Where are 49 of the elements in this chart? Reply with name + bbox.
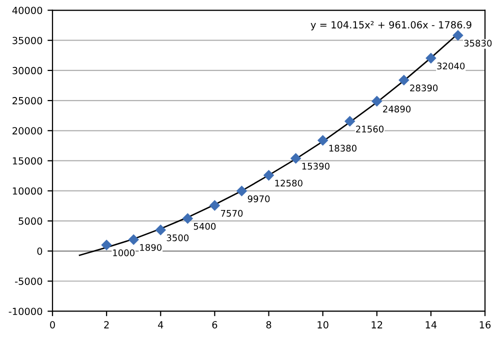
point	[128, 234, 139, 245]
data-label: 9970	[248, 195, 270, 202]
data-label: 7570	[220, 210, 243, 217]
data-label: 28390	[410, 84, 438, 92]
point	[182, 213, 193, 224]
point	[236, 186, 247, 196]
data-label: 24890	[383, 106, 411, 112]
y-tick-label: 15000	[12, 157, 42, 165]
point	[426, 53, 436, 64]
y-tick-label: 5000	[18, 217, 42, 225]
x-tick-label: 12	[372, 321, 382, 328]
point	[398, 75, 410, 86]
point	[372, 96, 382, 106]
data-label: 1000	[113, 249, 134, 256]
x-tick-label: 8	[266, 321, 272, 328]
data-label: 35830	[464, 40, 492, 47]
data-label: 1890	[140, 244, 162, 251]
x-tick-label: 4	[158, 321, 164, 328]
x-tick-label: 16	[480, 321, 491, 328]
x-tick-label: 2	[104, 321, 109, 328]
x-tick-label: 14	[426, 321, 437, 328]
y-tick-label: 40000	[12, 6, 42, 14]
point	[344, 116, 355, 126]
x-tick-label: 0	[50, 321, 55, 328]
point	[290, 153, 301, 164]
data-label: 32040	[437, 62, 465, 70]
data-label: 21560	[356, 126, 384, 132]
point	[101, 240, 112, 250]
y-tick-label: 10000	[12, 187, 42, 195]
data-label: 12580	[275, 180, 302, 187]
y-tick-label: 20000	[12, 127, 42, 134]
y-tick-label: 35000	[12, 36, 42, 44]
y-tick-label: 30000	[12, 66, 42, 74]
y-tick-label: -5000	[15, 278, 42, 285]
point	[210, 200, 220, 211]
x-tick-label: 10	[318, 321, 328, 328]
point	[452, 30, 464, 40]
x-tick-label: 6	[212, 321, 218, 328]
y-tick-label: -10000	[8, 308, 42, 316]
data-label: 18380	[329, 144, 356, 152]
point	[318, 135, 328, 146]
point	[264, 170, 274, 180]
data-label: 15390	[302, 162, 330, 170]
y-tick-label: 0	[37, 248, 42, 255]
point	[156, 224, 166, 236]
annotation: y = 104.15x² + 961.06x - 1786.9	[310, 21, 472, 30]
data-label: 5400	[194, 222, 216, 230]
data-label: 3500	[166, 234, 189, 242]
y-tick-label: 25000	[12, 97, 42, 104]
